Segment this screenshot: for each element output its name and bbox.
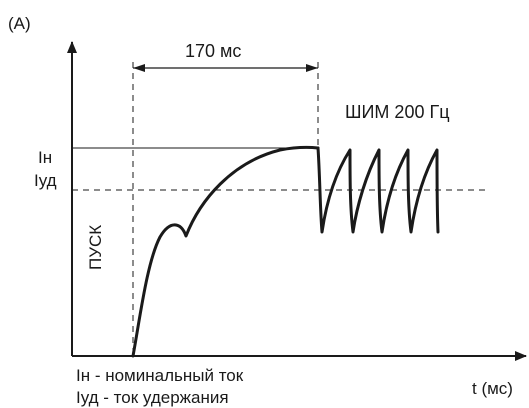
- nominal-current-label: Iн: [38, 148, 53, 167]
- duration-arrow-left-head: [133, 64, 145, 72]
- duration-arrow-right-head: [306, 64, 318, 72]
- panel-label: (A): [8, 14, 31, 33]
- x-axis-label: t (мс): [472, 379, 513, 398]
- hold-current-label: Iуд: [34, 171, 57, 190]
- pwm-label: ШИМ 200 Гц: [345, 102, 450, 122]
- current-rise-curve: [131, 145, 320, 358]
- legend-nominal-current: Iн - номинальный ток: [76, 366, 244, 385]
- legend-hold-current: Iуд - ток удержания: [76, 388, 229, 407]
- duration-label: 170 мс: [185, 41, 242, 61]
- pwm-waveform: [316, 146, 440, 234]
- start-label: ПУСК: [86, 224, 105, 270]
